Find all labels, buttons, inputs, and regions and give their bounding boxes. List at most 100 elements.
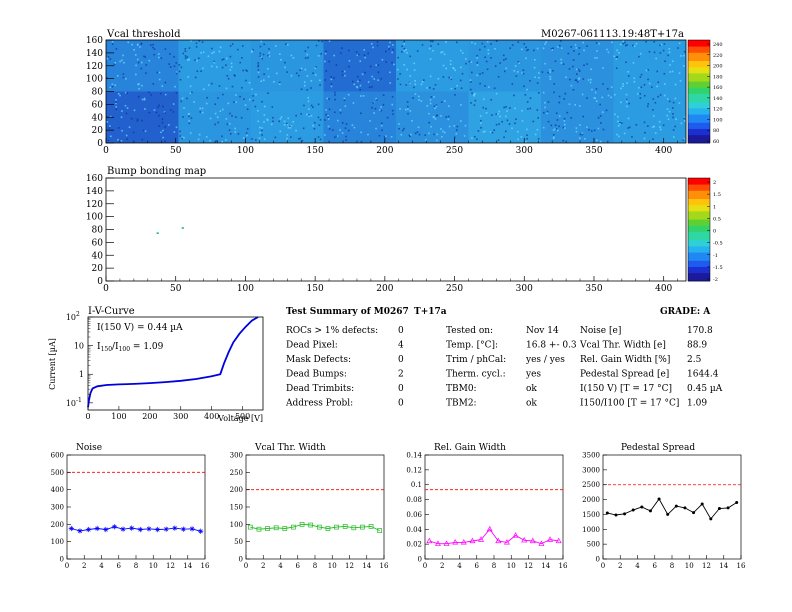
series-line <box>429 528 559 545</box>
pixel-noise <box>408 134 411 137</box>
pixel-noise <box>261 127 263 129</box>
pixel-noise <box>656 70 659 73</box>
thr-scale-label: 240 <box>713 42 723 48</box>
pixel-noise <box>569 78 571 81</box>
pixel-noise <box>389 71 391 74</box>
pixel-noise <box>570 84 573 87</box>
pixel-noise <box>495 92 498 95</box>
thr-scale-band <box>688 62 710 66</box>
pixel-noise <box>327 125 330 128</box>
pixel-noise <box>214 140 216 143</box>
bump-scale-label: 1.5 <box>713 192 721 198</box>
pixel-noise <box>442 64 445 67</box>
pixel-noise <box>597 127 600 130</box>
pixel-noise <box>536 128 539 131</box>
pixel-noise <box>341 47 343 49</box>
pixel-noise <box>241 45 244 47</box>
pixel-noise <box>115 101 117 104</box>
pixel-noise <box>225 118 228 120</box>
x-tick-label: 16 <box>559 562 568 570</box>
pixel-noise <box>586 126 588 129</box>
bump-ytick-label: 120 <box>86 200 103 210</box>
pixel-noise <box>617 115 619 118</box>
pixel-noise <box>333 111 336 114</box>
pixel-noise <box>405 48 407 51</box>
thr-scale-band <box>688 118 710 121</box>
pixel-noise <box>541 71 544 73</box>
thr-scale-band <box>688 110 710 113</box>
pixel-noise <box>683 138 685 140</box>
pixel-noise <box>554 128 557 130</box>
data-point <box>692 511 696 515</box>
pixel-noise <box>209 139 211 142</box>
bump-scale-band <box>688 178 710 181</box>
pixel-noise <box>119 94 121 97</box>
pixel-noise <box>553 91 555 94</box>
data-point <box>111 524 118 530</box>
pixel-noise <box>377 71 380 74</box>
iv-xlabel: Voltage [V] <box>217 414 263 423</box>
data-point <box>674 504 678 508</box>
pixel-noise <box>324 52 327 55</box>
y-tick-label: 250 <box>230 469 243 477</box>
data-point <box>163 526 169 532</box>
pixel-noise <box>259 131 261 134</box>
pixel-noise <box>399 83 402 86</box>
defect-value: 2 <box>398 370 404 380</box>
pixel-noise <box>371 42 373 45</box>
pixel-noise <box>418 95 420 98</box>
pixel-noise <box>514 107 516 110</box>
pixel-noise <box>556 129 559 132</box>
pixel-noise <box>122 76 125 79</box>
y-tick-label: 0 <box>418 556 422 564</box>
pixel-noise <box>645 40 647 43</box>
pixel-noise <box>584 137 586 140</box>
pixel-noise <box>159 92 162 95</box>
pixel-noise <box>638 86 640 89</box>
pixel-noise <box>263 73 265 75</box>
pixel-noise <box>559 40 562 42</box>
pixel-noise <box>139 46 141 48</box>
pixel-noise <box>552 69 554 72</box>
pixel-noise <box>188 115 190 118</box>
pixel-noise <box>337 119 339 122</box>
thr-scale-label: 160 <box>713 85 723 91</box>
pixel-noise <box>372 46 374 49</box>
pixel-noise <box>189 92 192 94</box>
pixel-noise <box>194 59 196 61</box>
pixel-noise <box>403 47 406 50</box>
pixel-noise <box>150 94 152 96</box>
pixel-noise <box>597 116 600 119</box>
pixel-noise <box>549 68 551 71</box>
pixel-noise <box>287 117 290 120</box>
roc-block <box>396 40 469 92</box>
pixel-noise <box>225 57 228 60</box>
pixel-noise <box>499 62 502 64</box>
data-point <box>146 526 152 532</box>
pixel-noise <box>625 93 628 96</box>
pixel-noise <box>523 85 525 88</box>
pixel-noise <box>117 93 120 95</box>
pixel-noise <box>667 54 669 57</box>
bump-scale-band <box>688 188 710 191</box>
pixel-noise <box>639 52 642 55</box>
pixel-noise <box>416 50 419 52</box>
pixel-noise <box>626 44 628 46</box>
pixel-noise <box>460 104 462 106</box>
pixel-noise <box>481 72 484 74</box>
pixel-noise <box>498 110 501 113</box>
pixel-noise <box>292 57 295 59</box>
pixel-noise <box>136 58 139 61</box>
pixel-noise <box>679 80 682 82</box>
pixel-noise <box>459 79 462 82</box>
pixel-noise <box>111 43 114 45</box>
pixel-noise <box>225 87 228 90</box>
pixel-noise <box>262 53 265 56</box>
pixel-noise <box>573 50 575 52</box>
pixel-noise <box>315 66 317 68</box>
pixel-noise <box>144 108 146 110</box>
thr-scale-band <box>688 56 710 59</box>
pixel-noise <box>391 109 394 112</box>
pixel-noise <box>469 88 472 91</box>
pixel-noise <box>289 136 292 138</box>
